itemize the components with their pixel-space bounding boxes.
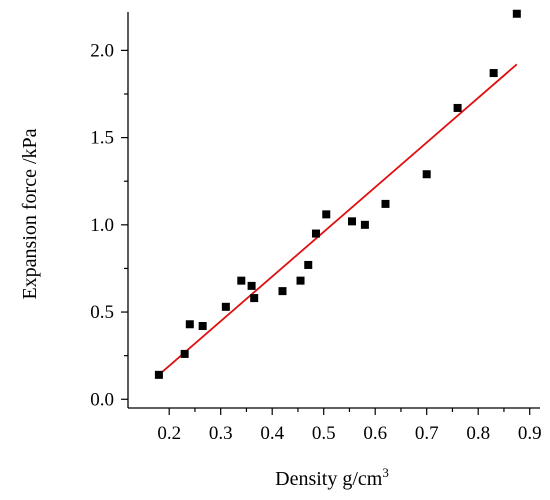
y-axis-title: Expansion force /kPa <box>19 128 41 299</box>
data-point <box>185 320 194 329</box>
data-point <box>348 217 357 226</box>
data-point <box>247 281 256 290</box>
x-tick-label: 0.6 <box>363 423 387 444</box>
x-tick-label: 0.3 <box>209 423 233 444</box>
data-point <box>304 260 313 269</box>
data-point <box>453 103 462 112</box>
data-point <box>198 322 207 331</box>
data-point <box>296 276 305 285</box>
x-tick-label: 0.5 <box>312 423 336 444</box>
x-tick-label: 0.4 <box>260 423 284 444</box>
y-tick-label: 0.0 <box>90 389 114 410</box>
data-point <box>422 170 431 179</box>
y-tick-label: 2.0 <box>90 40 114 61</box>
y-tick-label: 1.0 <box>90 215 114 236</box>
data-point <box>322 210 331 219</box>
fit-line <box>158 63 518 376</box>
data-point <box>489 69 498 78</box>
data-point <box>278 287 287 296</box>
data-point <box>512 9 521 18</box>
x-axis-ticks: 0.2 0.3 0.4 0.5 0.6 0.7 0.8 0.9 <box>157 408 542 444</box>
plot-area: 0.2 0.3 0.4 0.5 0.6 0.7 0.8 0.9 0.0 0.5 1.0 1.5 2.0 <box>90 9 542 444</box>
x-tick-label: 0.9 <box>518 423 542 444</box>
y-tick-label: 0.5 <box>90 302 114 323</box>
data-point <box>381 199 390 208</box>
x-tick-label: 0.7 <box>415 423 439 444</box>
x-tick-label: 0.2 <box>157 423 181 444</box>
data-points <box>154 9 521 379</box>
data-point <box>360 220 369 229</box>
y-axis-ticks: 0.0 0.5 1.0 1.5 2.0 <box>90 40 128 410</box>
x-tick-label: 0.8 <box>466 423 490 444</box>
data-point <box>180 349 189 358</box>
data-point <box>154 370 163 379</box>
x-axis-title: Density g/cm3 <box>275 465 389 490</box>
data-point <box>250 294 259 303</box>
data-point <box>237 276 246 285</box>
x-axis-title-main: Density g/cm <box>275 468 383 490</box>
y-tick-label: 1.5 <box>90 128 114 149</box>
data-point <box>221 302 230 311</box>
data-point <box>311 229 320 238</box>
x-axis-title-superscript: 3 <box>382 465 389 480</box>
